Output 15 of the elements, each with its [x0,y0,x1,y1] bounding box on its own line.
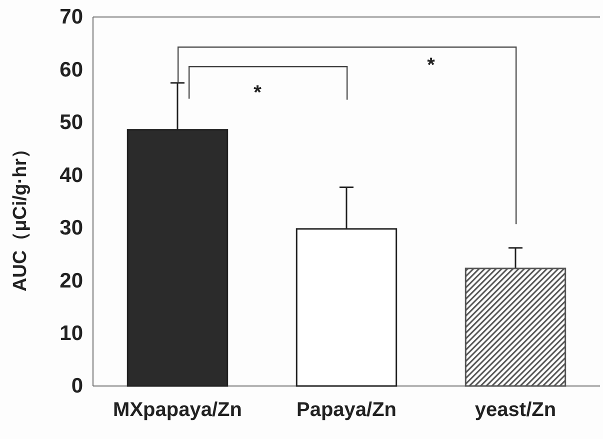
y-tick-label: 20 [60,269,83,292]
annotation: * [427,54,436,77]
x-tick-label: Papaya/Zn [296,399,397,422]
x-tick-label: MXpapaya/Zn [113,399,242,422]
x-tick-label: yeast/Zn [474,399,556,422]
y-tick-label: 70 [60,6,83,29]
annotation: * [254,82,262,104]
y-tick-label: 50 [60,111,83,134]
y-tick-label: 40 [60,164,83,187]
y-tick-label: 10 [60,322,83,346]
y-axis-title: AUC（μCi/g·hr） [10,140,31,292]
y-tick-label: 0 [71,374,83,398]
bar [464,268,566,387]
y-tick-label: 60 [60,58,83,82]
y-tick-label: 30 [60,216,83,240]
